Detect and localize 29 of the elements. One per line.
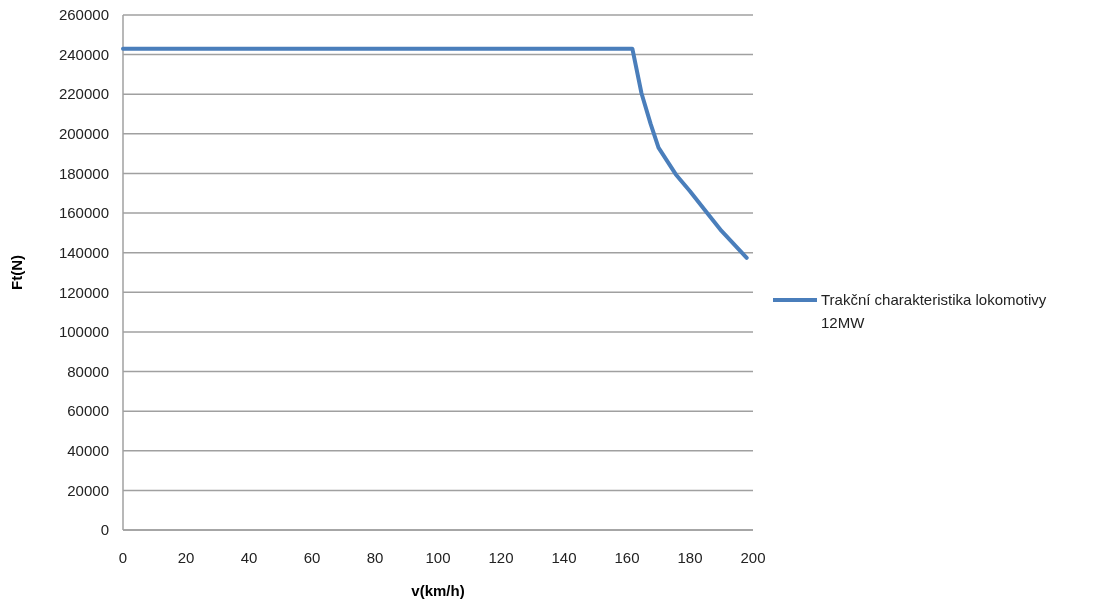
y-tick-label: 240000 — [58, 45, 109, 63]
x-tick-label: 40 — [240, 549, 258, 566]
y-tick-label: 40000 — [67, 442, 109, 460]
y-tick-label: 60000 — [67, 402, 109, 420]
y-tick-label: 160000 — [58, 204, 109, 222]
x-tick-label: 80 — [366, 549, 384, 566]
y-tick-label: 0 — [100, 521, 109, 539]
x-tick-label: 0 — [118, 549, 128, 566]
x-axis-title: v(km/h) — [411, 582, 465, 599]
y-tick-label: 200000 — [58, 125, 109, 143]
x-tick-label: 160 — [614, 549, 640, 566]
x-tick-label: 120 — [488, 549, 514, 566]
y-tick-label: 140000 — [58, 243, 109, 261]
line-series — [121, 46, 749, 260]
y-axis-title: Ft(N) — [8, 255, 25, 290]
x-tick-label: 180 — [677, 549, 703, 566]
y-tick-label: 180000 — [58, 164, 109, 182]
x-tick-label: 200 — [740, 549, 766, 566]
x-tick-label: 100 — [425, 549, 451, 566]
y-tick-label: 260000 — [58, 6, 109, 24]
y-tick-label: 20000 — [67, 481, 109, 499]
x-tick-label: 20 — [177, 549, 195, 566]
y-tick-label: 120000 — [58, 283, 109, 301]
x-tick-label: 60 — [303, 549, 321, 566]
legend-label: Trakční charakteristika lokomotivy 12MW — [821, 291, 1047, 331]
x-tick-label: 140 — [551, 549, 577, 566]
y-tick-label: 80000 — [67, 362, 109, 380]
y-tick-label: 220000 — [58, 85, 109, 103]
y-tick-label: 100000 — [58, 323, 109, 341]
